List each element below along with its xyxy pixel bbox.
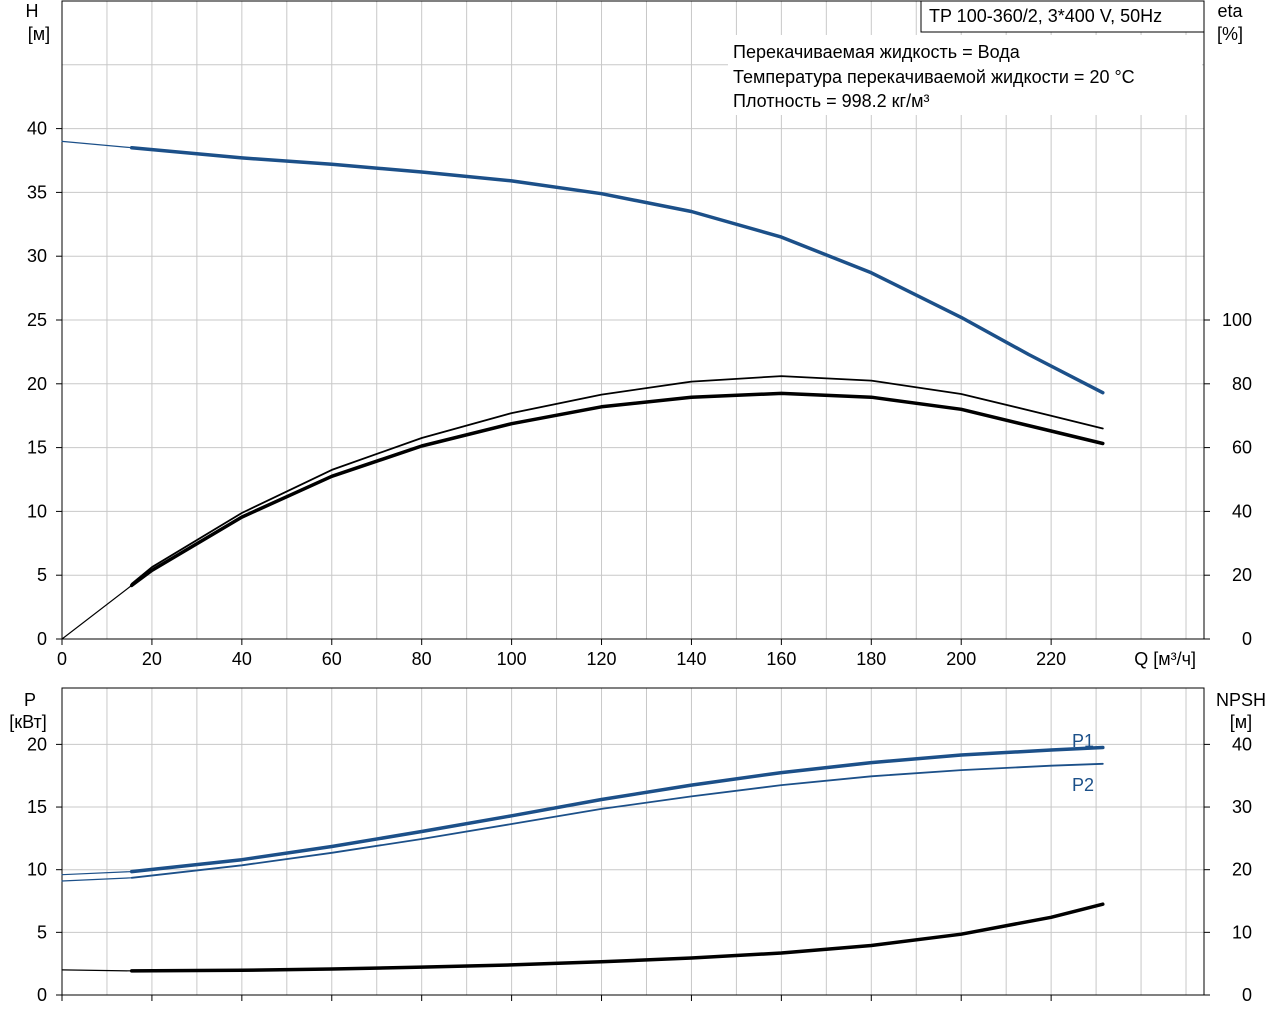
x-tick-label: 80 xyxy=(412,649,432,669)
p-axis-unit: [кВт] xyxy=(9,712,47,732)
bottom-series-4-curve xyxy=(129,902,1105,973)
top-series-3-curve xyxy=(130,375,1104,585)
npsh-axis-unit: [м] xyxy=(1230,712,1252,732)
top-series-0-curve xyxy=(129,145,1105,395)
left-tick-label: 15 xyxy=(27,797,47,817)
npsh-axis-label: NPSH xyxy=(1216,690,1266,710)
left-tick-label: 10 xyxy=(27,860,47,880)
p-axis-label: P xyxy=(24,690,36,710)
x-tick-label: 100 xyxy=(497,649,527,669)
x-tick-label: 120 xyxy=(587,649,617,669)
right-tick-label: 40 xyxy=(1232,501,1252,521)
bottom-panel-grid xyxy=(62,688,1204,995)
left-tick-label: 10 xyxy=(27,501,47,521)
right-tick-label: 0 xyxy=(1242,629,1252,649)
left-tick-label: 5 xyxy=(37,922,47,942)
x-tick-label: 60 xyxy=(322,649,342,669)
title-box xyxy=(920,0,1205,33)
pump-title: TP 100-360/2, 3*400 V, 50Hz xyxy=(929,6,1162,26)
h-axis-label: H xyxy=(26,1,39,21)
right-tick-label: 80 xyxy=(1232,374,1252,394)
top-series-1-curve xyxy=(61,140,133,149)
info-line-density: Плотность = 998.2 кг/м³ xyxy=(733,91,929,111)
left-tick-label: 20 xyxy=(27,734,47,754)
info-background xyxy=(728,35,1202,115)
right-tick-label: 0 xyxy=(1242,985,1252,1005)
x-tick-label: 180 xyxy=(856,649,886,669)
left-tick-label: 30 xyxy=(27,246,47,266)
eta-axis-label: eta xyxy=(1217,1,1243,21)
bottom-panel-tick-labels: 0 5 10 15 20 0 10 20 30 40 xyxy=(27,734,1252,1005)
left-tick-label: 0 xyxy=(37,985,47,1005)
left-tick-label: 40 xyxy=(27,119,47,139)
right-tick-label: 20 xyxy=(1232,565,1252,585)
top-series-2-curve xyxy=(129,391,1105,588)
x-tick-label: 140 xyxy=(676,649,706,669)
p1-curve xyxy=(129,745,1105,874)
x-tick-label: 220 xyxy=(1036,649,1066,669)
p2-curve-label: P2 xyxy=(1072,775,1094,795)
left-tick-label: 35 xyxy=(27,182,47,202)
p1-curve-label: P1 xyxy=(1072,731,1094,751)
left-tick-label: 5 xyxy=(37,565,47,585)
q-axis-label: Q [м³/ч] xyxy=(1134,649,1196,669)
bottom-series-2-curve xyxy=(61,870,133,876)
top-panel-series xyxy=(61,140,1105,640)
bottom-series-3-curve xyxy=(61,877,133,882)
x-tick-label: 20 xyxy=(142,649,162,669)
bottom-panel-series xyxy=(61,745,1105,973)
right-tick-label: 10 xyxy=(1232,922,1252,942)
top-series-4-curve xyxy=(61,584,133,640)
p2-curve xyxy=(130,762,1104,879)
left-tick-label: 25 xyxy=(27,310,47,330)
top-panel-grid xyxy=(62,1,1204,639)
x-tick-label: 0 xyxy=(57,649,67,669)
right-tick-label: 40 xyxy=(1232,734,1252,754)
left-tick-label: 0 xyxy=(37,629,47,649)
x-tick-label: 40 xyxy=(232,649,252,669)
right-tick-label: 30 xyxy=(1232,797,1252,817)
right-tick-label: 60 xyxy=(1232,438,1252,458)
x-tick-label: 200 xyxy=(946,649,976,669)
right-tick-label: 100 xyxy=(1222,310,1252,330)
info-line-temperature: Температура перекачиваемой жидкости = 20… xyxy=(733,67,1135,87)
left-tick-label: 20 xyxy=(27,374,47,394)
eta-axis-unit: [%] xyxy=(1217,24,1243,44)
bottom-series-5-curve xyxy=(61,969,133,972)
x-tick-label: 160 xyxy=(766,649,796,669)
right-tick-label: 20 xyxy=(1232,860,1252,880)
top-panel-tick-labels: 0 5 10 15 20 25 30 35 40 0 20 40 60 80 100 0 20 40 60 80 100… xyxy=(27,119,1252,669)
bottom-panel-frame xyxy=(61,687,1205,996)
info-line-liquid: Перекачиваемая жидкость = Вода xyxy=(733,42,1021,62)
h-axis-unit: [м] xyxy=(28,24,50,44)
left-tick-label: 15 xyxy=(27,438,47,458)
